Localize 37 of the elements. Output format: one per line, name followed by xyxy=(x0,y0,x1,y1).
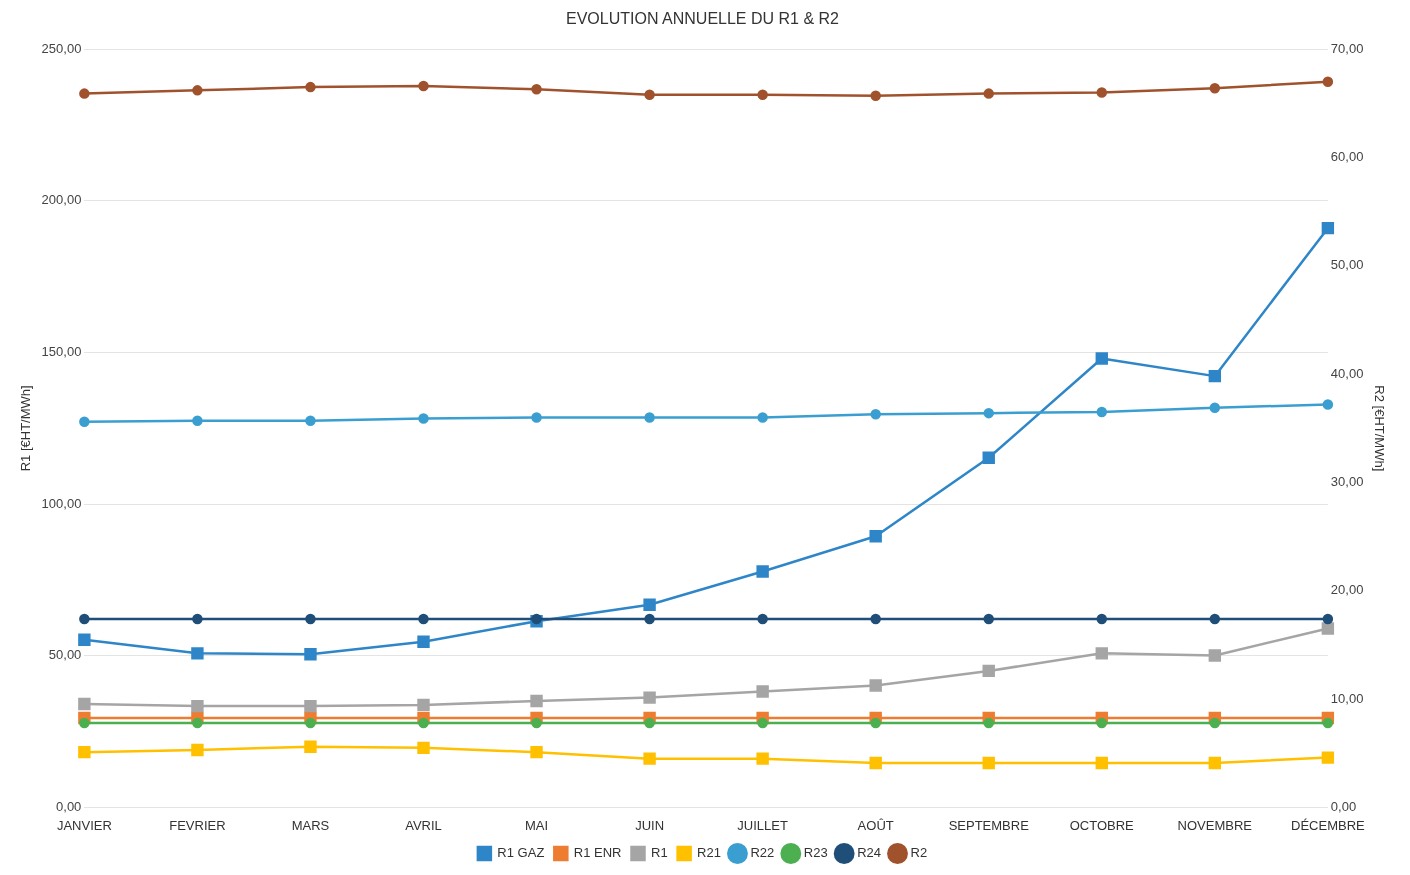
legend-label: R1 ENR xyxy=(573,845,622,861)
legend-label: R22 xyxy=(750,845,775,861)
y2-tick-label: 30,00 xyxy=(1330,474,1364,490)
y2-tick-label: 10,00 xyxy=(1330,690,1364,706)
y2-axis-title: R2 [€HT/MWh] xyxy=(1371,385,1387,472)
y2-tick-label: 50,00 xyxy=(1330,257,1364,273)
y-axis-title: R1 [€HT/MWh] xyxy=(18,385,34,472)
x-tick-label: JUIN xyxy=(635,817,665,833)
y-tick-label: 150,00 xyxy=(41,344,82,360)
legend-label: R1 GAZ xyxy=(497,845,545,861)
x-tick-label: JUILLET xyxy=(737,817,788,833)
x-tick-label: MAI xyxy=(524,817,549,833)
x-tick-label: FEVRIER xyxy=(169,817,226,833)
legend-label: R24 xyxy=(857,845,882,861)
y-tick-label: 250,00 xyxy=(41,40,82,56)
legend-label: R1 xyxy=(651,845,668,861)
y-tick-label: 50,00 xyxy=(48,647,82,663)
legend-label: R23 xyxy=(803,845,828,861)
y-tick-label: 200,00 xyxy=(41,192,82,208)
y-tick-label: 100,00 xyxy=(41,495,82,511)
legend-label: R21 xyxy=(697,845,721,861)
x-tick-label: AOÛT xyxy=(857,817,894,833)
y2-tick-label: 20,00 xyxy=(1330,582,1364,598)
chart-title: EVOLUTION ANNUELLE DU R1 & R2 xyxy=(566,10,840,28)
y-tick-label: 0,00 xyxy=(56,798,82,814)
legend-label: R2 xyxy=(910,845,928,861)
y2-tick-label: 60,00 xyxy=(1330,149,1364,165)
x-tick-label: MARS xyxy=(291,817,330,833)
y2-tick-label: 0,00 xyxy=(1330,798,1357,814)
x-tick-label: OCTOBRE xyxy=(1069,817,1135,833)
x-tick-label: NOVEMBRE xyxy=(1177,817,1253,833)
x-tick-label: DÉCEMBRE xyxy=(1291,817,1366,833)
y2-tick-label: 70,00 xyxy=(1330,40,1364,56)
x-tick-label: AVRIL xyxy=(405,817,442,833)
y2-tick-label: 40,00 xyxy=(1330,365,1364,381)
x-tick-label: SEPTEMBRE xyxy=(948,817,1030,833)
x-tick-label: JANVIER xyxy=(56,817,112,833)
